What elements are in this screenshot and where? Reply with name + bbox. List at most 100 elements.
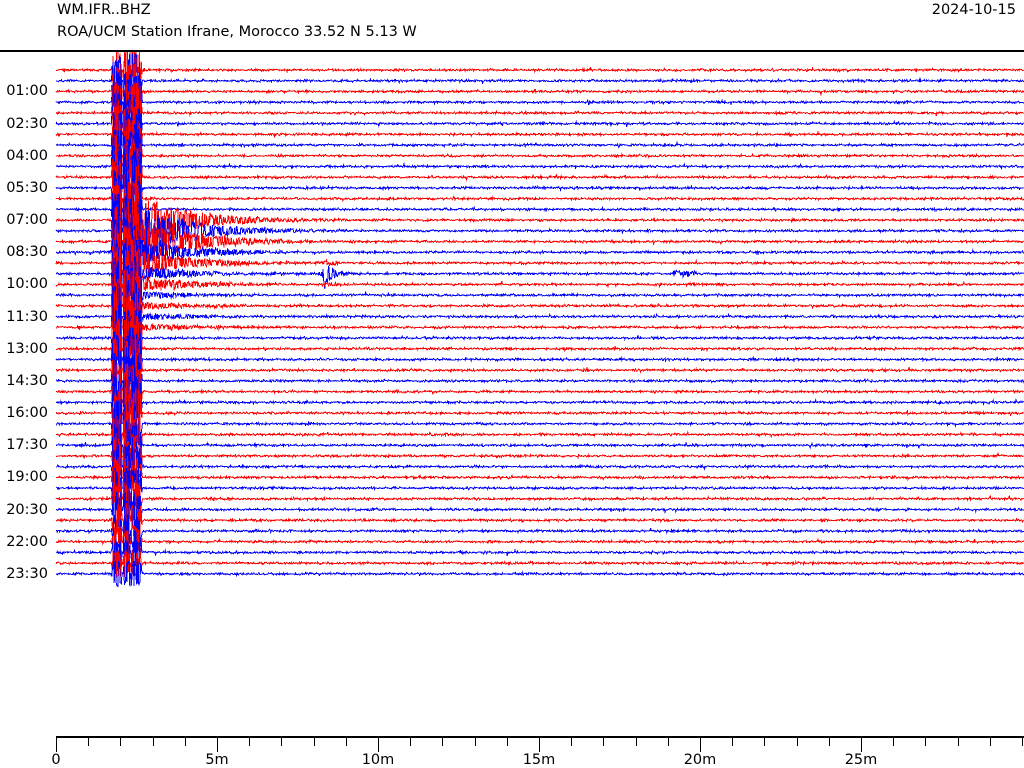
station-description-label: ROA/UCM Station Ifrane, Morocco 33.52 N …: [57, 24, 417, 40]
x-axis-minor-tick: [506, 738, 508, 746]
time-tick-label: 04:00: [6, 147, 48, 164]
time-tick-label: 08:30: [6, 243, 48, 260]
x-axis-tick-label: 5m: [205, 752, 229, 768]
seismic-trace: [55, 279, 1024, 351]
x-axis-minor-tick: [764, 738, 766, 746]
x-axis-minor-tick: [88, 738, 90, 746]
x-axis-tick-label: 10m: [361, 752, 395, 768]
seismic-trace: [55, 134, 1024, 220]
x-axis-minor-tick: [152, 738, 154, 746]
x-axis-major-tick: [378, 738, 379, 752]
seismic-trace: [55, 269, 1024, 342]
seismic-trace: [55, 224, 1024, 300]
seismic-trace: [55, 513, 1024, 550]
seismic-trace: [55, 71, 1024, 133]
x-axis-major-tick: [56, 738, 57, 752]
seismic-trace: [55, 157, 1024, 241]
seismic-trace: [55, 456, 1024, 500]
x-axis-tick-label: 25m: [844, 752, 878, 768]
x-axis-minor-tick: [1022, 738, 1023, 746]
seismic-trace: [55, 52, 1024, 97]
x-axis-minor-tick: [249, 738, 251, 746]
seismic-trace: [55, 63, 1024, 120]
trace-canvas: [55, 52, 1024, 588]
time-tick-label: 16:00: [6, 404, 48, 421]
header-divider: [0, 50, 1024, 52]
x-axis-minor-tick: [120, 738, 122, 746]
x-axis-minor-tick: [893, 738, 895, 746]
seismic-trace: [55, 338, 1024, 402]
seismic-trace: [55, 167, 1024, 252]
seismic-trace: [55, 200, 1024, 282]
x-axis-major-tick: [861, 738, 862, 752]
seismic-trace: [55, 235, 1024, 312]
seismic-trace: [55, 327, 1024, 392]
time-tick-label: 01:00: [6, 83, 48, 100]
time-tick-label: 05:30: [6, 179, 48, 196]
seismic-trace: [55, 80, 1024, 145]
seismic-trace: [55, 193, 1024, 272]
seismic-trace: [55, 108, 1024, 180]
seismic-trace: [55, 467, 1024, 509]
seismic-trace: [55, 144, 1024, 231]
x-axis-minor-tick: [603, 738, 605, 746]
seismic-trace: [55, 491, 1024, 530]
time-axis-labels: 01:00 02:30 04:00 05:30 07:00 08:30 10:00 11:30…: [0, 52, 56, 736]
x-axis-tick-label: 20m: [683, 752, 717, 768]
x-axis-minor-tick: [925, 738, 927, 746]
time-tick-label: 11:30: [6, 308, 48, 325]
x-axis-minor-tick: [796, 738, 798, 746]
x-axis-minor-tick: [410, 738, 412, 746]
x-axis-minor-tick: [957, 738, 959, 746]
seismic-trace: [55, 99, 1024, 169]
seismogram-plot-area: [0, 52, 1024, 736]
x-axis-tick-label: 0: [51, 752, 61, 768]
seismic-trace: [55, 560, 1024, 588]
time-tick-label: 07:00: [6, 211, 48, 228]
seismic-trace: [55, 256, 1024, 332]
seismic-trace: [55, 304, 1024, 371]
seismic-trace: [55, 420, 1024, 470]
x-axis-minor-tick: [635, 738, 637, 746]
time-tick-label: 02:30: [6, 115, 48, 132]
time-tick-label: 10:00: [6, 276, 48, 293]
seismic-trace: [55, 524, 1024, 560]
x-axis: 0 5m 10m 15m 20m 25m: [0, 736, 1024, 768]
x-axis-minor-tick: [571, 738, 573, 746]
seismic-trace: [55, 537, 1024, 567]
time-tick-label: 17:30: [6, 436, 48, 453]
seismic-trace: [55, 90, 1024, 158]
seismic-trace: [55, 315, 1024, 381]
x-axis-minor-tick: [281, 738, 283, 746]
seismic-trace: [55, 374, 1024, 429]
seismic-trace: [55, 549, 1024, 578]
x-axis-minor-tick: [989, 738, 991, 746]
x-axis-minor-tick: [732, 738, 734, 746]
x-axis-minor-tick: [313, 738, 315, 746]
seismic-trace: [55, 118, 1024, 194]
x-axis-major-tick: [217, 738, 218, 752]
x-axis-minor-tick: [184, 738, 186, 746]
seismic-trace: [55, 53, 1024, 108]
x-axis-minor-tick: [442, 738, 444, 746]
x-axis-minor-tick: [474, 738, 476, 746]
seismic-trace: [55, 213, 1024, 292]
time-tick-label: 19:00: [6, 469, 48, 486]
seismic-trace: [55, 292, 1024, 363]
time-tick-label: 14:30: [6, 372, 48, 389]
seismic-trace: [55, 502, 1024, 537]
seismic-trace: [55, 479, 1024, 519]
time-tick-label: 13:00: [6, 340, 48, 357]
time-tick-label: 20:30: [6, 501, 48, 518]
seismic-trace: [56, 433, 1024, 479]
x-axis-minor-tick: [345, 738, 347, 746]
seismic-trace: [55, 351, 1024, 410]
seismic-trace: [55, 128, 1024, 205]
seismic-trace: [55, 363, 1024, 421]
x-axis-tick-label: 15m: [522, 752, 556, 768]
time-tick-label: 23:30: [6, 565, 48, 582]
x-axis-minor-tick: [667, 738, 669, 746]
time-tick-label: 22:00: [6, 533, 48, 550]
record-date-label: 2024-10-15: [931, 2, 1016, 18]
